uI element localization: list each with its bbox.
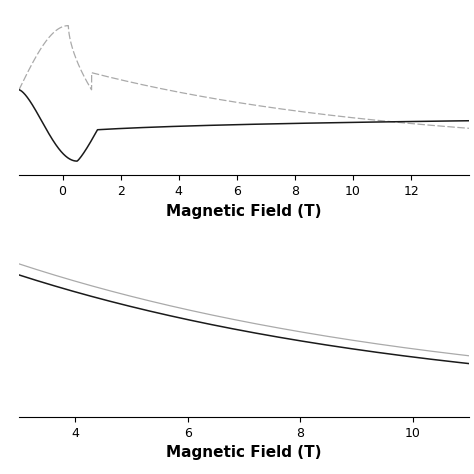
X-axis label: Magnetic Field (T): Magnetic Field (T) (166, 204, 322, 219)
X-axis label: Magnetic Field (T): Magnetic Field (T) (166, 446, 322, 460)
